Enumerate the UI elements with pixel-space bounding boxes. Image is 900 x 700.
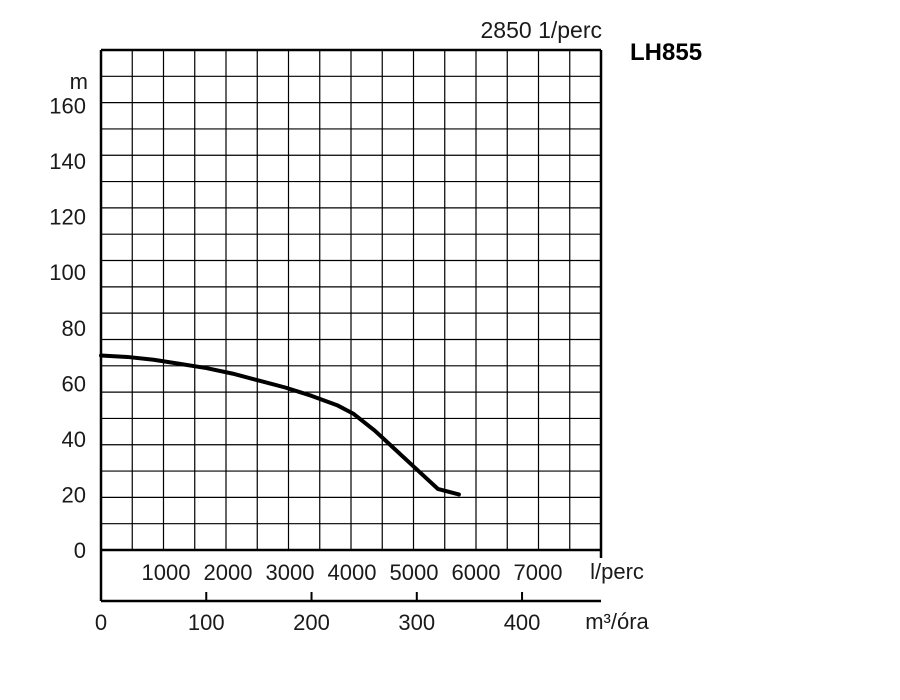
x2-tick-label: 1000 (142, 560, 191, 585)
y-tick-label: 20 (62, 482, 86, 507)
x-tick-label: 200 (293, 610, 330, 635)
y-axis-ticks: 0 20 40 60 80 100 120 140 160 (49, 94, 86, 563)
x2-tick-label: 5000 (390, 560, 439, 585)
x2-axis-unit: l/perc (590, 559, 644, 584)
x2-tick-label: 3000 (266, 560, 315, 585)
y-axis-unit: m (70, 69, 88, 94)
x-tick-label: 100 (188, 610, 225, 635)
x-tick-label: 400 (504, 610, 541, 635)
y-tick-label: 120 (49, 205, 86, 230)
x-tick-label: 300 (398, 610, 435, 635)
y-tick-label: 40 (62, 427, 86, 452)
y-tick-label: 160 (49, 94, 86, 119)
model-label: LH855 (630, 39, 702, 66)
x2-tick-label: 7000 (514, 560, 563, 585)
x2-tick-label: 4000 (328, 560, 377, 585)
x2-tick-label: 2000 (204, 560, 253, 585)
speed-label: 2850 1/perc (481, 17, 602, 43)
secondary-x-axis: 1000 2000 3000 4000 5000 6000 7000 (142, 560, 563, 585)
y-tick-label: 140 (49, 149, 86, 174)
grid (99, 48, 603, 603)
y-tick-label: 60 (62, 371, 86, 396)
y-tick-label: 100 (49, 260, 86, 285)
y-tick-label: 0 (74, 538, 86, 563)
x2-tick-label: 6000 (452, 560, 501, 585)
x-axis-ticks: 0 100 200 300 400 (95, 592, 541, 635)
x-axis-unit: m³/óra (585, 609, 649, 634)
series-layer (99, 353, 461, 497)
y-tick-label: 80 (62, 316, 86, 341)
head-curve-line (99, 353, 461, 497)
x-tick-label: 0 (95, 610, 107, 635)
